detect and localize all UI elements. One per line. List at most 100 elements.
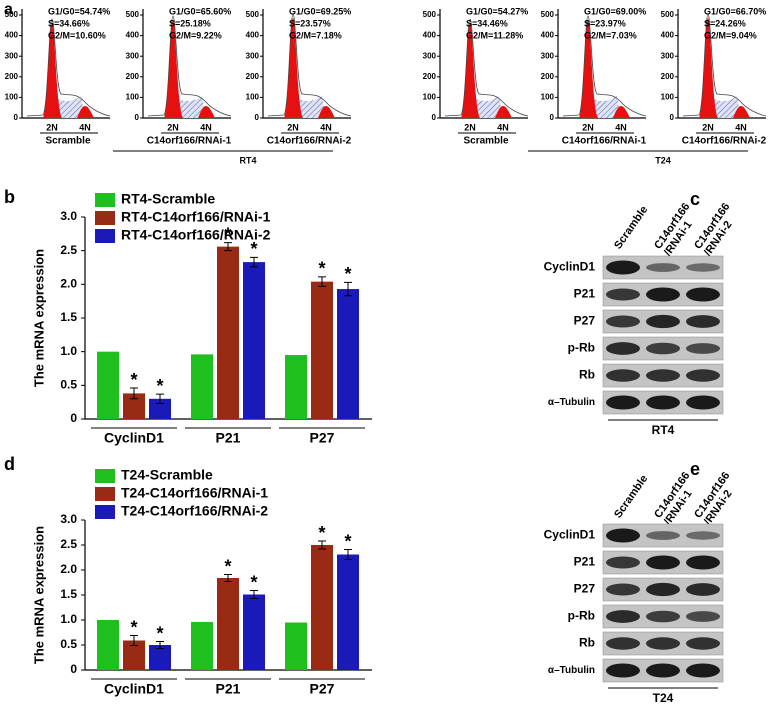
- legend-swatch: [95, 487, 115, 501]
- y-tick-label: 200: [541, 72, 555, 81]
- band: [606, 288, 640, 301]
- error-bar: [318, 540, 326, 550]
- significance: *: [318, 259, 325, 279]
- cycle-stat: S=24.26%: [704, 18, 746, 28]
- y-tick-label: 2.0: [60, 277, 77, 291]
- band: [646, 555, 680, 570]
- histogram-g2-peak: [733, 106, 750, 118]
- y-tick-label: 100: [541, 93, 555, 102]
- y-tick-label: 300: [661, 51, 675, 60]
- band: [646, 582, 680, 597]
- band: [606, 637, 640, 650]
- band: [606, 260, 640, 275]
- cycle-stat: G1/G0=69.00%: [584, 6, 646, 16]
- row-label: p-Rb: [568, 609, 595, 623]
- band: [646, 610, 680, 623]
- y-tick-label: 200: [423, 72, 437, 81]
- y-tick-label: 200: [661, 72, 675, 81]
- bar: [285, 622, 307, 670]
- band: [606, 315, 640, 328]
- panel-label: e: [690, 459, 700, 479]
- x-label: 2N: [46, 122, 58, 132]
- band: [686, 287, 720, 302]
- bar: [123, 640, 145, 670]
- band: [646, 637, 680, 650]
- column-header: Scramble: [612, 473, 650, 520]
- x-label: 4N: [735, 122, 747, 132]
- y-tick-label: 200: [126, 72, 140, 81]
- bar: [149, 645, 171, 670]
- bar: [337, 554, 359, 670]
- row-label: α–Tubulin: [548, 397, 595, 408]
- band: [606, 395, 640, 410]
- row-label: Rb: [579, 368, 595, 382]
- band: [606, 369, 640, 382]
- error-bar: [130, 635, 138, 646]
- band: [686, 555, 720, 570]
- y-tick-label: 0: [432, 113, 437, 122]
- y-tick-label: 400: [5, 31, 19, 40]
- panel-label: c: [690, 189, 700, 209]
- sample-label: C14orf166/RNAi-1: [147, 136, 232, 147]
- y-tick-label: 100: [5, 93, 19, 102]
- band: [646, 663, 680, 678]
- column-header-line: Scramble: [612, 204, 650, 251]
- significance: *: [156, 623, 163, 643]
- x-label: 4N: [615, 122, 627, 132]
- y-tick-label: 400: [423, 31, 437, 40]
- x-label: 4N: [200, 122, 212, 132]
- bar: [123, 393, 145, 419]
- row-label: P27: [574, 314, 596, 328]
- group-label: RT4: [239, 155, 256, 165]
- y-tick-label: 200: [5, 72, 19, 81]
- error-bar: [344, 549, 352, 560]
- y-tick-label: 500: [126, 10, 140, 19]
- histogram-g2-peak: [318, 106, 335, 118]
- cycle-stat: S=23.57%: [289, 18, 331, 28]
- y-tick-label: 0: [670, 113, 675, 122]
- x-label: 2N: [167, 122, 179, 132]
- error-bar: [224, 574, 232, 582]
- histogram-outline: [267, 13, 352, 117]
- cycle-stat: G2/M=9.22%: [169, 30, 222, 40]
- histogram-g2-peak: [77, 106, 94, 118]
- group-label: T24: [655, 155, 671, 165]
- y-axis-label: The mRNA expression: [31, 249, 46, 387]
- y-tick-label: 0: [70, 662, 77, 676]
- row-label: α–Tubulin: [548, 665, 595, 676]
- row-label: P21: [574, 555, 596, 569]
- band: [686, 343, 720, 354]
- panel-label: b: [4, 187, 15, 207]
- cycle-stat: G1/G0=66.70%: [704, 6, 766, 16]
- cell-line: T24: [653, 691, 674, 705]
- band: [606, 610, 640, 623]
- error-bar: [344, 281, 352, 297]
- x-label: 2N: [464, 122, 476, 132]
- band: [606, 342, 640, 355]
- panel-label: d: [4, 454, 15, 474]
- band: [646, 314, 680, 329]
- band: [686, 583, 720, 596]
- histogram-g1-peak: [461, 23, 480, 118]
- row-label: CyclinD1: [544, 260, 596, 274]
- y-tick-label: 300: [126, 51, 140, 60]
- legend-label: RT4-Scramble: [121, 191, 215, 207]
- band: [686, 315, 720, 328]
- legend-swatch: [95, 469, 115, 483]
- bar: [217, 578, 239, 670]
- histogram-g1-peak: [699, 18, 718, 118]
- x-label: 2N: [582, 122, 594, 132]
- y-tick-label: 100: [423, 93, 437, 102]
- x-tick-label: P21: [216, 430, 241, 446]
- y-tick-label: 100: [246, 93, 260, 102]
- cycle-stat: G2/M=7.18%: [289, 30, 342, 40]
- bar: [97, 351, 119, 419]
- x-label: 4N: [320, 122, 332, 132]
- y-tick-label: 100: [661, 93, 675, 102]
- legend-label: T24-C14orf166/RNAi-1: [121, 485, 268, 501]
- cycle-stat: G1/G0=54.27%: [466, 6, 528, 16]
- legend-swatch: [95, 211, 115, 225]
- sample-label: Scramble: [45, 136, 90, 147]
- histogram-g1-peak: [284, 18, 303, 118]
